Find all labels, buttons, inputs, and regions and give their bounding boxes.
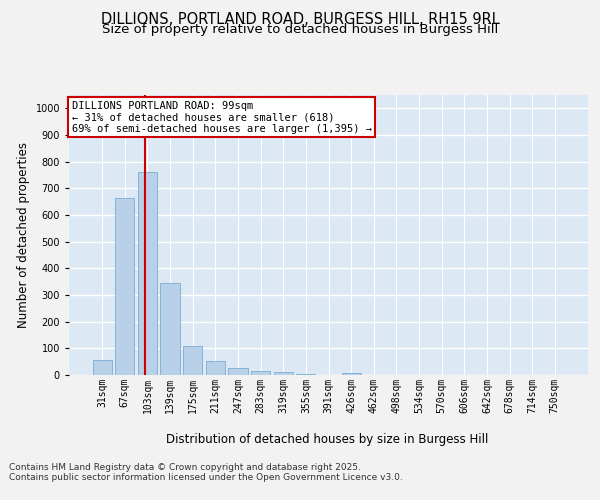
Bar	[206, 361, 225, 375]
Bar	[183, 346, 202, 375]
Bar	[160, 283, 180, 375]
Text: Size of property relative to detached houses in Burgess Hill: Size of property relative to detached ho…	[102, 22, 498, 36]
Bar	[138, 172, 157, 375]
Bar	[274, 372, 293, 375]
Y-axis label: Number of detached properties: Number of detached properties	[17, 142, 30, 328]
Bar	[229, 368, 248, 375]
Text: Distribution of detached houses by size in Burgess Hill: Distribution of detached houses by size …	[166, 432, 488, 446]
Bar	[296, 374, 316, 375]
Text: DILLIONS PORTLAND ROAD: 99sqm
← 31% of detached houses are smaller (618)
69% of : DILLIONS PORTLAND ROAD: 99sqm ← 31% of d…	[71, 100, 371, 134]
Bar	[341, 373, 361, 375]
Bar	[115, 198, 134, 375]
Bar	[251, 371, 270, 375]
Text: Contains HM Land Registry data © Crown copyright and database right 2025.
Contai: Contains HM Land Registry data © Crown c…	[9, 462, 403, 482]
Bar	[92, 360, 112, 375]
Text: DILLIONS, PORTLAND ROAD, BURGESS HILL, RH15 9RL: DILLIONS, PORTLAND ROAD, BURGESS HILL, R…	[101, 12, 499, 28]
